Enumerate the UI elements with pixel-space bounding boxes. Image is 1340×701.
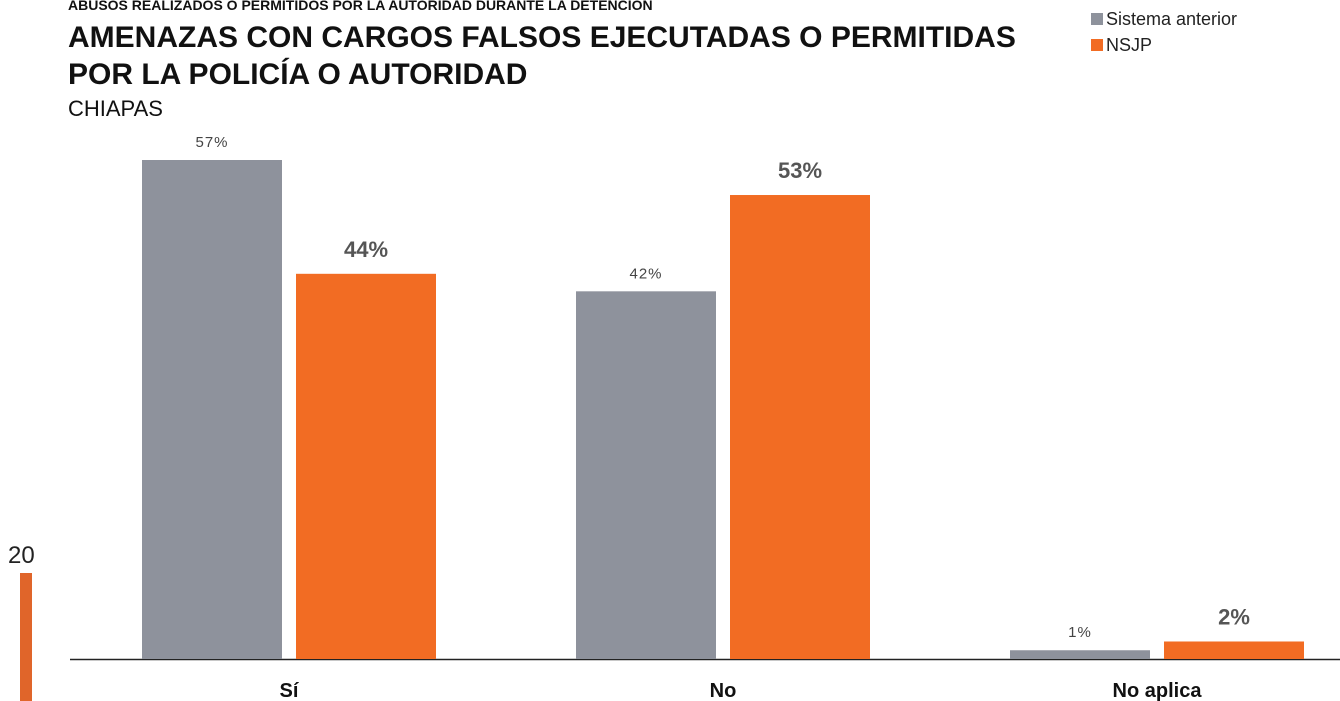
bar bbox=[142, 160, 282, 659]
value-label: 53% bbox=[778, 158, 822, 183]
value-label: 1% bbox=[1068, 624, 1092, 641]
legend-label: NSJP bbox=[1106, 35, 1152, 55]
bar bbox=[576, 291, 716, 659]
page-accent bbox=[20, 573, 32, 701]
bar bbox=[296, 273, 436, 659]
chart-title: POR LA POLICÍA O AUTORIDAD bbox=[68, 57, 527, 91]
value-label: 42% bbox=[629, 265, 662, 282]
chart-subtitle: CHIAPAS bbox=[68, 96, 163, 121]
x-tick-label: No bbox=[710, 680, 737, 701]
x-tick-label: No aplica bbox=[1113, 680, 1203, 701]
legend-swatch bbox=[1091, 39, 1103, 51]
x-tick-label: Sí bbox=[280, 680, 300, 701]
chart-supertitle: ABUSOS REALIZADOS O PERMITIDOS POR LA AU… bbox=[68, 0, 653, 13]
value-label: 2% bbox=[1218, 604, 1250, 629]
chart-title: AMENAZAS CON CARGOS FALSOS EJECUTADAS O … bbox=[68, 21, 1016, 54]
value-label: 57% bbox=[195, 134, 228, 151]
bar bbox=[730, 195, 870, 659]
value-label: 44% bbox=[344, 237, 388, 262]
page-number: 20 bbox=[8, 542, 35, 569]
bar bbox=[1164, 641, 1304, 659]
legend-swatch bbox=[1091, 13, 1103, 25]
bar bbox=[1010, 650, 1150, 659]
legend-label: Sistema anterior bbox=[1106, 9, 1237, 29]
